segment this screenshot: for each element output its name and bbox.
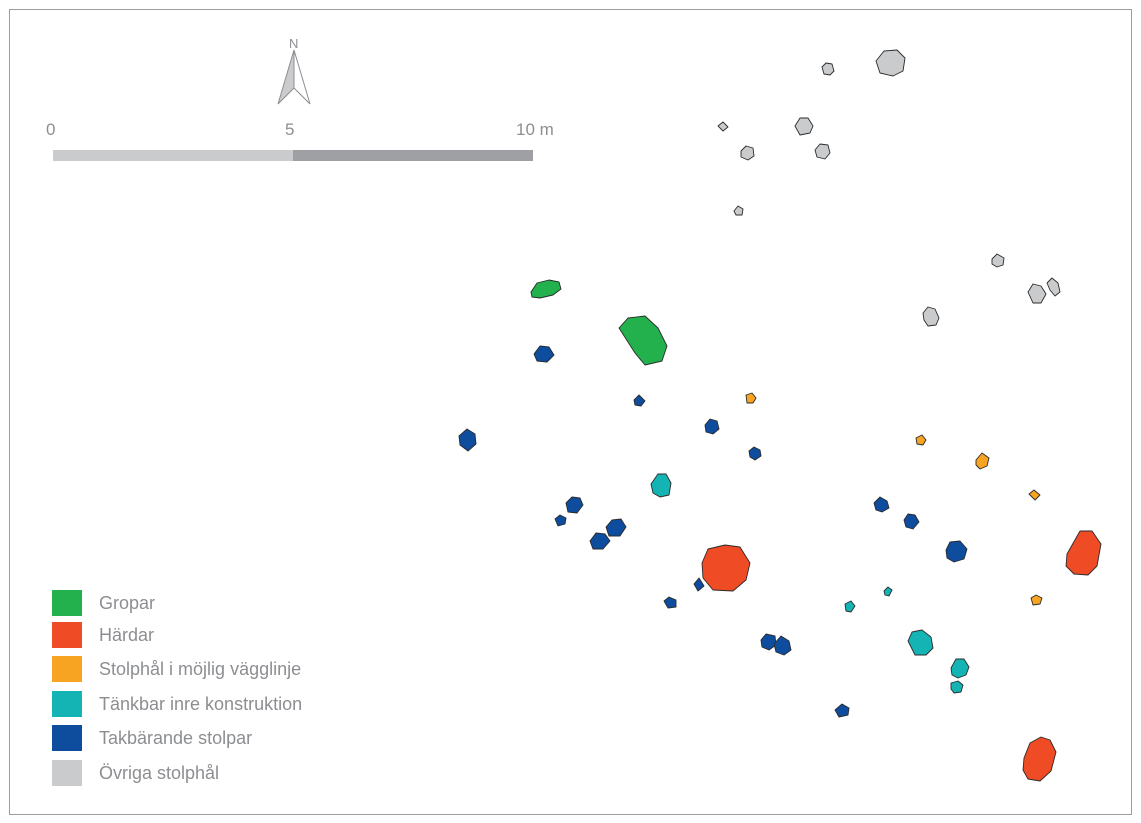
scale-label-0: 0	[46, 120, 56, 139]
ovriga-feature	[733, 205, 744, 216]
scale-bar-dark-segment	[293, 150, 533, 161]
legend-label-inre: Tänkbar inre konstruktion	[99, 694, 303, 714]
takbarande-feature	[903, 513, 920, 530]
legend-label-gropar: Gropar	[99, 593, 156, 613]
north-arrow-icon	[277, 49, 311, 105]
vagglinje-feature	[1030, 594, 1043, 606]
inre-feature	[844, 600, 856, 613]
legend-swatch-vagglinje	[52, 656, 82, 682]
ovriga-feature	[875, 49, 906, 77]
vagglinje-feature	[745, 392, 757, 404]
ovriga-feature	[1046, 277, 1061, 297]
gropar-feature	[530, 279, 562, 299]
vagglinje-feature	[915, 434, 927, 446]
legend-label-ovriga: Övriga stolphål	[99, 763, 220, 783]
ovriga-features	[717, 49, 1061, 327]
legend-label-takbarande: Takbärande stolpar	[99, 728, 253, 748]
gropar-features	[530, 279, 668, 366]
scale-bar-light-segment	[53, 150, 293, 161]
takbarande-feature	[533, 345, 555, 363]
takbarande-feature	[565, 496, 584, 514]
legend-swatch-ovriga	[52, 760, 82, 786]
legend-swatch-inre	[52, 691, 82, 717]
ovriga-feature	[814, 143, 831, 160]
takbarande-feature	[760, 633, 777, 651]
takbarande-feature	[873, 496, 890, 513]
legend-label-hardar: Härdar	[99, 625, 155, 645]
legend-swatch-hardar	[52, 622, 82, 648]
legend-label-vagglinje: Stolphål i möjlig vägglinje	[99, 659, 302, 679]
legend-swatch-gropar	[52, 590, 82, 616]
takbarande-feature	[945, 540, 968, 563]
takbarande-feature	[693, 577, 705, 592]
ovriga-feature	[922, 306, 940, 327]
hardar-features	[701, 530, 1102, 782]
ovriga-feature	[1027, 283, 1047, 304]
inre-feature	[950, 658, 970, 679]
takbarande-feature	[633, 394, 646, 407]
scale-label-5: 5	[285, 120, 295, 139]
takbarande-features	[458, 345, 968, 718]
vagglinje-features	[745, 392, 1043, 606]
takbarande-feature	[458, 428, 477, 452]
legend-swatch-takbarande	[52, 725, 82, 751]
inre-feature	[907, 629, 934, 656]
ovriga-feature	[991, 253, 1005, 268]
inre-feature	[950, 680, 964, 694]
north-arrow-label: N	[289, 36, 299, 51]
hardar-feature	[1022, 736, 1057, 782]
ovriga-feature	[794, 117, 814, 136]
ovriga-feature	[821, 62, 835, 76]
takbarande-feature	[663, 596, 677, 609]
gropar-feature	[618, 315, 668, 366]
vagglinje-feature	[975, 452, 990, 470]
hardar-feature	[1065, 530, 1102, 576]
scale-label-10m: 10 m	[516, 120, 554, 139]
map-frame	[9, 9, 1132, 815]
takbarande-feature	[773, 635, 792, 656]
inre-feature	[650, 473, 672, 498]
inre-feature	[883, 586, 893, 597]
takbarande-feature	[554, 514, 567, 527]
hardar-feature	[701, 544, 751, 592]
takbarande-feature	[834, 703, 850, 718]
takbarande-feature	[589, 532, 611, 550]
vagglinje-feature	[1028, 489, 1041, 501]
ovriga-feature	[717, 121, 729, 132]
takbarande-feature	[605, 518, 627, 537]
takbarande-feature	[704, 418, 720, 435]
inre-konstruktion-features	[650, 473, 970, 694]
takbarande-feature	[748, 446, 762, 461]
ovriga-feature	[740, 145, 755, 161]
